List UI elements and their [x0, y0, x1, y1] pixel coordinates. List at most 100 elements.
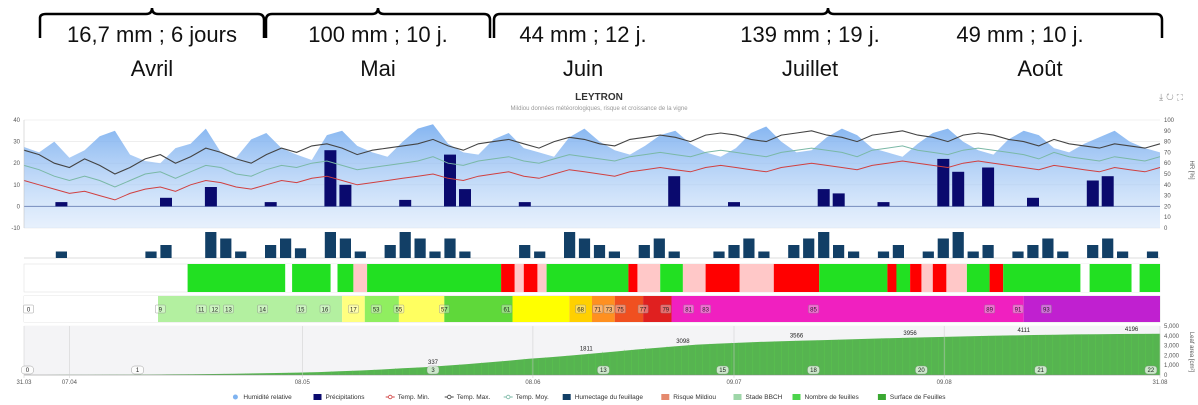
- bbch-label: 77: [640, 308, 647, 314]
- month-label-july: Juillet: [781, 56, 839, 81]
- month-label-may: Mai: [360, 56, 396, 81]
- bbch-label: 17: [350, 308, 357, 314]
- leaf-wetness-bar: [713, 251, 725, 258]
- leaf-wetness-bar: [459, 251, 471, 258]
- bbch-segment: [569, 296, 592, 322]
- temp-max-line: [23, 130, 1161, 175]
- humidity-area: [24, 124, 1160, 228]
- right-axis-tick: 60: [1164, 161, 1171, 167]
- bbch-segment: [592, 296, 615, 322]
- bbch-label-box: [592, 304, 603, 314]
- leaf-area-label: 337: [428, 360, 439, 366]
- bbch-label: 83: [702, 308, 709, 314]
- leaf-wetness-bar: [982, 245, 994, 258]
- bbch-label-box: [603, 304, 615, 314]
- leaf-wetness-bar: [653, 238, 665, 258]
- leaf-wetness-bar: [280, 238, 292, 258]
- risk-segment: [682, 264, 706, 292]
- risk-segment: [292, 264, 331, 292]
- risk-segment: [285, 264, 293, 292]
- risk-segment: [353, 264, 367, 292]
- chart-toolbar: ⤓↻⛶: [1159, 92, 1186, 103]
- legend-label-leafcount: Nombre de feuilles: [805, 394, 860, 401]
- bbch-label-box: [371, 304, 382, 314]
- risk-segment: [628, 264, 638, 292]
- bbch-label-box: [700, 304, 711, 314]
- right-axis-label: HR [%]: [1188, 160, 1194, 179]
- leaf-wetness-bar: [444, 238, 456, 258]
- right-axis-tick: 80: [1164, 140, 1171, 146]
- bbch-label-box: [575, 304, 586, 314]
- leaf-wetness-bar: [324, 232, 336, 258]
- leaf-wetness-bar: [414, 238, 426, 258]
- rain-label-july: 139 mm ; 19 j.: [740, 22, 880, 47]
- leaf-count-label: 22: [1148, 368, 1155, 374]
- risk-segment: [819, 264, 888, 292]
- refresh-icon[interactable]: ↻: [1166, 92, 1177, 102]
- bbch-segment: [342, 296, 365, 322]
- leaf-count-label: 21: [1037, 368, 1044, 374]
- bbch-label: 79: [662, 308, 669, 314]
- right-axis-tick: 70: [1164, 150, 1171, 156]
- bbch-label: 55: [396, 308, 403, 314]
- x-tick-label: 31.03: [16, 380, 32, 386]
- growth-right-tick: 3,000: [1164, 344, 1180, 350]
- download-icon[interactable]: ⤓: [1159, 92, 1167, 102]
- growth-right-tick: 2,000: [1164, 353, 1180, 359]
- bbch-label-box: [23, 304, 34, 314]
- legend-label-bbch: Stade BBCH: [746, 394, 783, 401]
- chart-subtitle: Mildiou données météorologiques, risque …: [510, 106, 688, 112]
- bbch-label: 91: [1015, 308, 1022, 314]
- precipitation-bar: [264, 202, 277, 207]
- x-tick-label: 08.06: [525, 380, 541, 386]
- leaf-count-marker: [1034, 365, 1047, 375]
- right-axis-tick: 90: [1164, 129, 1171, 135]
- month-header: 16,7 mm ; 6 jours 100 mm ; 10 j. 44 mm ;…: [0, 0, 1198, 90]
- temp-moy-line: [23, 145, 1161, 188]
- leaf-wetness-bar: [578, 238, 591, 258]
- leaf-wetness-bar: [265, 245, 277, 258]
- precipitation-bar: [877, 202, 890, 207]
- right-axis-tick: 10: [1164, 215, 1171, 221]
- legend-dot-tmax: [447, 394, 452, 400]
- leaf-wetness-bar: [833, 245, 845, 258]
- bbch-label: 61: [503, 308, 510, 314]
- bbch-label-box: [195, 304, 207, 314]
- right-axis-tick: 0: [1164, 226, 1168, 232]
- bbch-segment: [24, 296, 158, 322]
- bbch-segment: [643, 296, 672, 322]
- precipitation-bar: [204, 187, 217, 207]
- bbch-label-box: [637, 304, 649, 314]
- leaf-wetness-bar: [1117, 251, 1129, 258]
- bbch-label: 16: [322, 308, 329, 314]
- bbch-label: 57: [441, 308, 448, 314]
- fullscreen-icon[interactable]: ⛶: [1176, 92, 1186, 102]
- bbch-label-box: [393, 304, 405, 314]
- precipitation-bar: [160, 197, 172, 207]
- left-axis-tick: -10: [11, 226, 20, 232]
- bbch-segment: [614, 296, 644, 322]
- legend-marker-risk: [661, 394, 670, 400]
- bbch-label-box: [257, 304, 268, 314]
- leaf-wetness-bar: [235, 251, 247, 258]
- bbch-label: 12: [211, 308, 218, 314]
- risk-segment: [660, 264, 683, 292]
- legend-label-tmin: Temp. Min.: [398, 394, 430, 401]
- leaf-count-label: 1: [136, 368, 140, 374]
- risk-segment: [637, 264, 661, 292]
- risk-segment: [1003, 264, 1081, 292]
- bbch-label-box: [501, 304, 512, 314]
- bbch-label-box: [439, 304, 450, 314]
- leaf-wetness-bar: [1057, 251, 1069, 258]
- risk-segment: [932, 264, 947, 292]
- bbch-label: 14: [259, 308, 266, 314]
- leaf-wetness-bar: [952, 232, 964, 258]
- x-tick-label: 09.07: [726, 380, 742, 386]
- bbch-label-box: [296, 304, 307, 314]
- precipitation-bar: [324, 150, 337, 207]
- bbch-stage-panel: 0 9 11 12 13 14 15 16 17 53 55 57 61 68 71 73 75 77 79 81 83…: [23, 295, 1161, 323]
- bbch-label-box: [660, 304, 671, 314]
- risk-segment: [1131, 264, 1140, 292]
- leaf-wetness-bar: [384, 245, 396, 258]
- risk-segment: [337, 264, 354, 292]
